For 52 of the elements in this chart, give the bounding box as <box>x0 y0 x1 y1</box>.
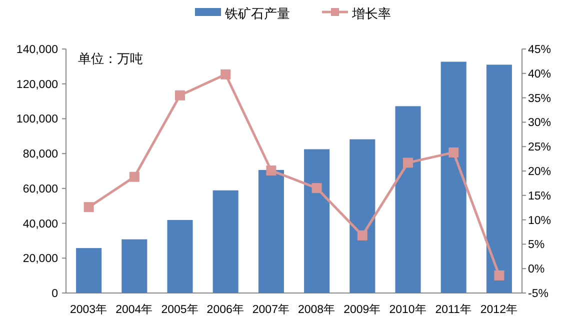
x-tick-label: 2011年 <box>435 303 472 316</box>
x-tick-label: 2009年 <box>344 303 382 316</box>
y-tick-label: 100,000 <box>16 114 58 126</box>
y2-tick-label: 30% <box>528 117 552 130</box>
point <box>129 172 140 182</box>
point <box>448 147 459 158</box>
bar <box>76 248 102 293</box>
point <box>175 90 185 100</box>
y2-tick-label: 15% <box>528 190 552 202</box>
bar <box>212 190 238 293</box>
y-tick-label: 20,000 <box>22 253 58 266</box>
bar <box>395 106 421 293</box>
y2-tick-label: -5% <box>528 288 548 300</box>
x-tick-label: 2012年 <box>480 303 518 316</box>
y-tick-label: 120,000 <box>16 78 58 91</box>
x-tick-label: 2005年 <box>161 303 199 316</box>
x-tick-label: 2006年 <box>206 303 244 316</box>
bar <box>258 170 284 293</box>
bar <box>486 64 512 293</box>
point <box>84 202 94 212</box>
point <box>266 166 276 176</box>
y-tick-label: 40,000 <box>22 218 58 230</box>
legend-label: 铁矿石产量 <box>224 6 290 21</box>
y2-tick-label: 45% <box>528 44 552 56</box>
x-tick-label: 2004年 <box>116 303 154 316</box>
y2-tick-label: 5% <box>528 239 545 252</box>
point <box>403 158 413 168</box>
y-tick-label: 60,000 <box>22 183 58 196</box>
bar <box>304 149 330 293</box>
point <box>312 183 322 194</box>
point <box>494 270 504 280</box>
x-tick-label: 2010年 <box>389 303 427 316</box>
bar <box>167 220 193 293</box>
bar <box>350 139 376 293</box>
annotation: 单位：万吨 <box>78 51 143 66</box>
y-tick-label: 80,000 <box>22 148 58 161</box>
y2-tick-label: 40% <box>528 68 552 80</box>
point <box>357 230 368 240</box>
y2-tick-label: 25% <box>528 142 552 154</box>
bar <box>122 239 148 293</box>
y-tick-label: 0 <box>52 288 58 300</box>
y2-tick-label: 10% <box>528 214 552 227</box>
x-tick-label: 2003年 <box>70 303 108 316</box>
x-tick-label: 2007年 <box>252 303 290 316</box>
y2-tick-label: 20% <box>528 166 552 178</box>
bar <box>440 62 466 293</box>
y2-tick-label: 0% <box>528 264 545 276</box>
legend-label: 增长率 <box>351 6 391 21</box>
y2-tick-label: 35% <box>528 92 552 105</box>
y-tick-label: 140,000 <box>16 44 58 56</box>
x-tick-label: 2008年 <box>298 303 336 316</box>
point <box>220 69 231 80</box>
